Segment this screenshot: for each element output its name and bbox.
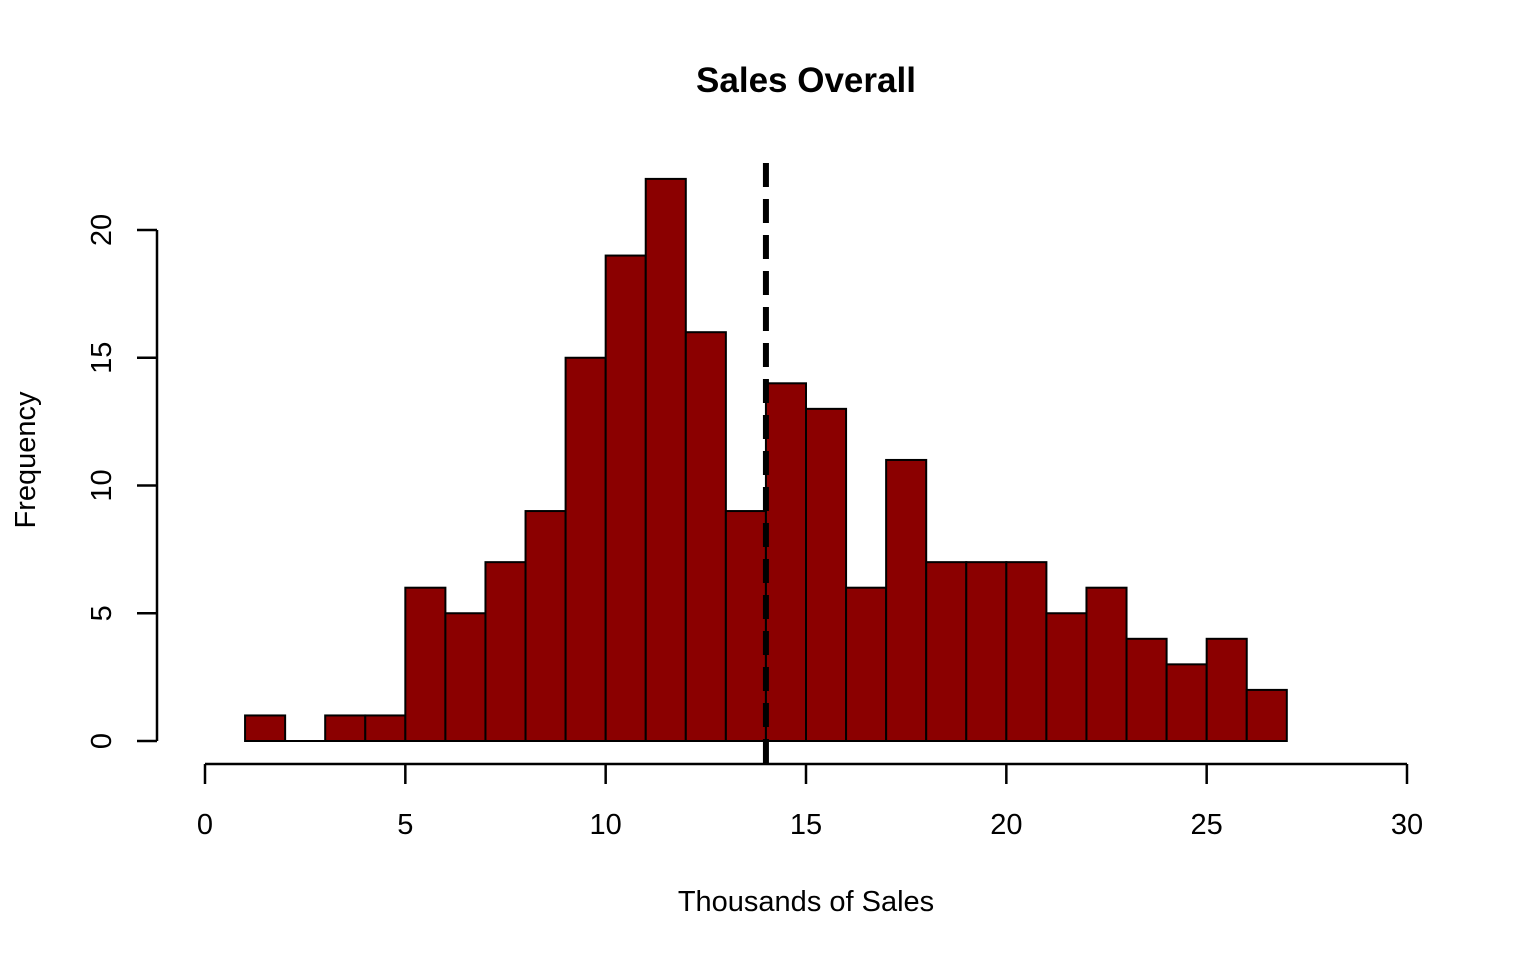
y-tick-label: 15 xyxy=(86,342,118,374)
histogram-bar xyxy=(1125,637,1168,742)
histogram-bar xyxy=(885,458,928,742)
x-axis: 0 5 10 15 20 25 30 xyxy=(197,762,1423,841)
histogram-bar xyxy=(324,714,367,743)
histogram-bar xyxy=(845,586,888,743)
histogram-bar xyxy=(1205,637,1248,742)
histogram-bar xyxy=(404,586,447,743)
x-tick-label: 15 xyxy=(790,809,822,841)
histogram-bar xyxy=(684,331,727,742)
histogram-bar xyxy=(1245,688,1288,743)
histogram-bar xyxy=(564,356,607,742)
histogram-bar xyxy=(1045,612,1088,742)
chart-title: Sales Overall xyxy=(696,61,916,100)
x-tick-label: 10 xyxy=(590,809,622,841)
y-axis-label: Frequency xyxy=(10,391,42,529)
y-tick-label: 10 xyxy=(86,469,118,501)
x-tick-label: 0 xyxy=(197,809,213,841)
bars-group xyxy=(244,177,1288,743)
x-axis-label: Thousands of Sales xyxy=(678,886,934,918)
histogram-bar xyxy=(1165,663,1208,742)
x-tick-label: 25 xyxy=(1191,809,1223,841)
histogram-bar xyxy=(364,714,407,743)
histogram-bar xyxy=(724,510,767,742)
histogram-bar xyxy=(925,561,968,743)
histogram-bar xyxy=(444,612,487,742)
x-tick-label: 30 xyxy=(1391,809,1423,841)
y-tick-label: 5 xyxy=(86,605,118,621)
histogram-bar xyxy=(524,510,567,742)
histogram-bar xyxy=(1085,586,1128,743)
histogram-bar xyxy=(244,714,287,743)
y-tick-label: 20 xyxy=(86,214,118,246)
histogram-bar xyxy=(644,177,687,742)
histogram-bar xyxy=(965,561,1008,743)
x-tick-label: 20 xyxy=(990,809,1022,841)
x-tick-label: 5 xyxy=(397,809,413,841)
histogram-bar xyxy=(805,407,848,742)
histogram-bar xyxy=(484,561,527,743)
y-tick-label: 0 xyxy=(86,733,118,749)
histogram-bar xyxy=(764,382,808,742)
histogram-bar xyxy=(1005,561,1048,743)
histogram-bar xyxy=(604,254,647,743)
y-axis: 0 5 10 15 20 xyxy=(86,214,159,749)
